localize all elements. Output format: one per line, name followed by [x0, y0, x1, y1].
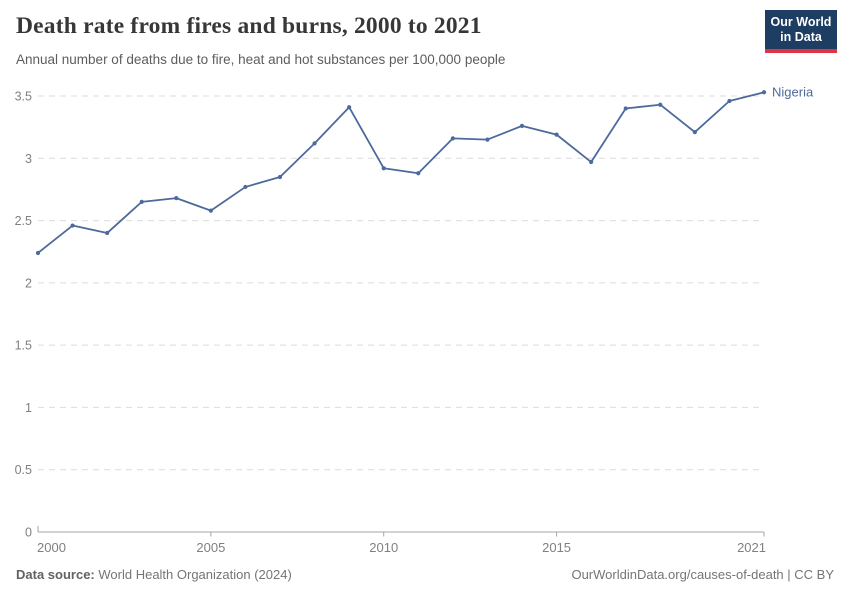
data-point: [312, 141, 317, 146]
y-tick-label: 1.5: [15, 339, 32, 353]
series-label: Nigeria: [772, 84, 814, 99]
x-tick-label: 2010: [369, 540, 398, 555]
data-point: [623, 106, 628, 111]
data-point: [243, 184, 248, 190]
y-tick-label: 1: [25, 401, 32, 415]
data-source-line: Data source: World Health Organization (…: [16, 567, 292, 582]
x-tick-label: 2015: [542, 540, 571, 555]
owid-logo-line2: in Data: [780, 30, 822, 44]
data-point: [519, 123, 525, 128]
data-point: [554, 132, 559, 137]
data-point: [139, 199, 144, 204]
x-tick-label: 2005: [196, 540, 225, 555]
data-point: [416, 171, 421, 176]
data-point: [105, 230, 110, 236]
data-point: [208, 208, 213, 213]
data-point: [589, 159, 594, 165]
footer: Data source: World Health Organization (…: [16, 567, 834, 582]
owid-logo-line1: Our World: [770, 15, 832, 29]
data-line: [37, 91, 765, 254]
data-source-value: World Health Organization (2024): [98, 567, 292, 582]
y-tick-label: 3: [25, 152, 32, 166]
x-tick-label: 2000: [37, 540, 66, 555]
data-point: [277, 174, 283, 180]
y-tick-label: 3.5: [15, 90, 32, 104]
y-tick-label: 0: [25, 526, 32, 540]
data-point: [761, 90, 767, 95]
data-point: [658, 102, 663, 107]
attribution-link[interactable]: OurWorldinData.org/causes-of-death | CC …: [571, 567, 834, 582]
data-point: [381, 166, 386, 171]
data-point: [174, 196, 179, 201]
data-point: [450, 136, 455, 141]
y-tick-label: 0.5: [15, 463, 32, 477]
data-source-label: Data source:: [16, 567, 95, 582]
data-point: [727, 98, 732, 104]
page-title: Death rate from fires and burns, 2000 to…: [16, 13, 482, 39]
data-point: [347, 105, 352, 110]
y-tick-label: 2.5: [15, 214, 32, 228]
data-point: [70, 223, 75, 228]
page-subtitle: Annual number of deaths due to fire, hea…: [16, 52, 506, 67]
data-point: [35, 250, 41, 256]
owid-logo[interactable]: Our World in Data: [765, 10, 837, 53]
x-tick-label: 2021: [737, 540, 766, 555]
data-point: [692, 130, 697, 135]
y-tick-label: 2: [25, 276, 32, 290]
data-point: [485, 137, 490, 142]
